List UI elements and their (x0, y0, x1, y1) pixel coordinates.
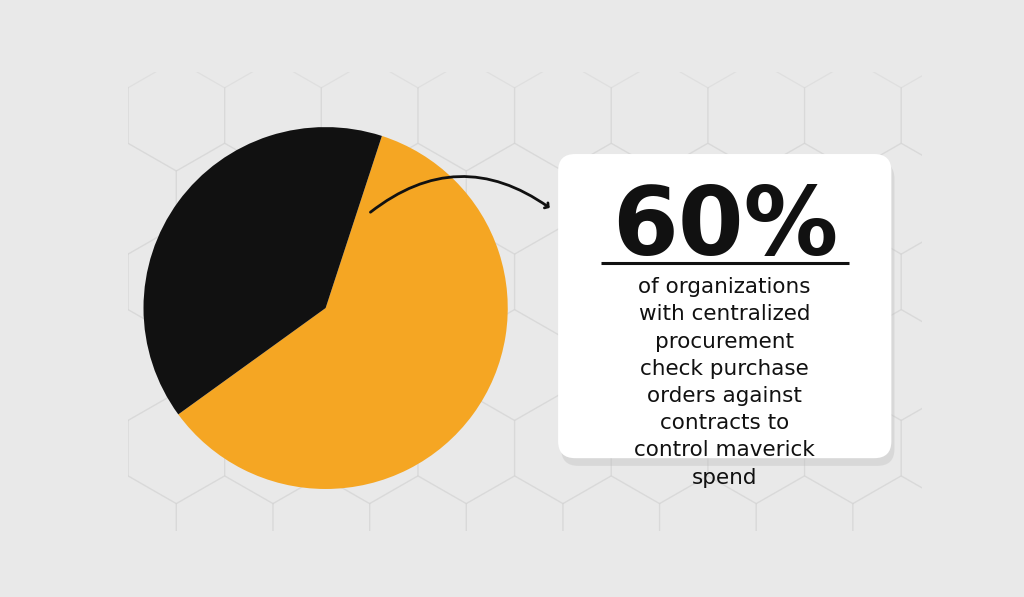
Ellipse shape (162, 297, 497, 362)
FancyBboxPatch shape (561, 162, 895, 466)
FancyBboxPatch shape (558, 154, 891, 458)
Wedge shape (143, 127, 382, 414)
Text: 60%: 60% (611, 183, 838, 275)
Text: of organizations
with centralized
procurement
check purchase
orders against
cont: of organizations with centralized procur… (635, 277, 815, 488)
Wedge shape (178, 136, 508, 489)
